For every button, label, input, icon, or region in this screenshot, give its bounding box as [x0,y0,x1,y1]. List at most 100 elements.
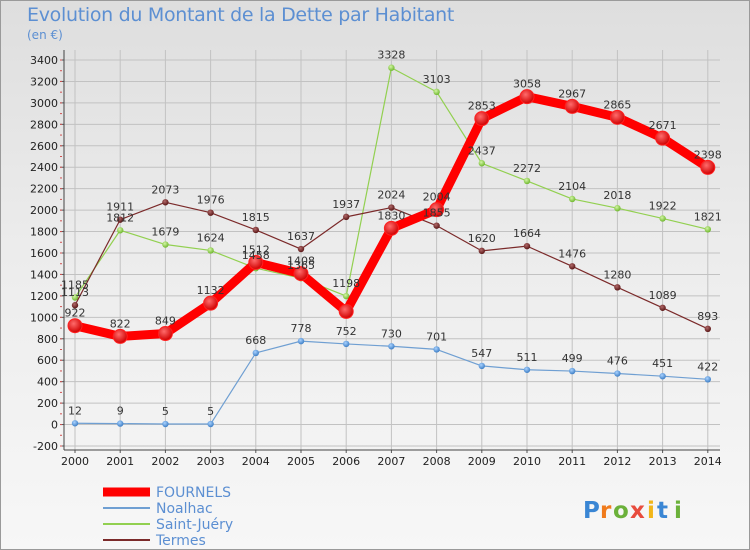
point-fournels [157,326,173,342]
data-label-noalhac: 701 [426,330,447,343]
y-tick-label: 800 [37,333,58,346]
x-tick-label: 2010 [513,455,541,468]
point-termes [614,284,621,291]
y-tick-label: 1400 [30,268,58,281]
point-noalhac [162,420,169,428]
chart-title: Evolution du Montant de la Dette par Hab… [27,4,455,26]
data-label-noalhac: 730 [381,327,402,340]
y-tick-label: 1600 [30,247,58,260]
data-label-noalhac: 9 [117,405,124,418]
point-fournels [248,254,264,270]
point-fournels [203,295,219,311]
point-noalhac [252,349,259,357]
point-termes [252,226,259,234]
data-label-termes: 2073 [151,183,179,196]
data-label-noalhac: 422 [697,360,718,373]
legend-label-termes: Termes [155,533,206,549]
x-tick-label: 2003 [197,455,225,468]
data-label-fournels: 2671 [649,119,677,132]
x-tick-label: 2002 [151,455,179,468]
data-label-noalhac: 778 [291,322,312,335]
y-tick-label: 400 [37,376,58,389]
data-label-termes: 1937 [332,198,360,211]
legend-label-noalhac: Noalhac [156,501,213,517]
y-tick-label: 2400 [30,161,58,174]
y-tick-label: 2200 [30,183,58,196]
y-tick-label: 3400 [30,54,58,67]
data-label-fournels: 2967 [558,87,586,100]
point-noalhac [704,376,711,383]
y-tick-label: 600 [37,354,58,367]
data-label-saint-ju-ry: 2437 [468,144,496,157]
x-tick-label: 2014 [694,455,722,468]
logo-letter: r [600,498,612,524]
point-saint-ju-ry [433,88,440,96]
data-label-termes: 1620 [468,232,496,245]
y-tick-label: -200 [33,440,58,453]
x-tick-label: 2000 [61,455,89,468]
data-label-termes: 1089 [649,289,677,302]
logo-letter: P [583,498,600,524]
point-termes [388,204,395,211]
y-tick-label: 200 [37,397,58,410]
point-noalhac [614,370,621,377]
point-saint-ju-ry [659,215,666,222]
y-tick-label: 3000 [30,97,58,110]
data-label-termes: 1664 [513,227,541,240]
point-termes [71,302,79,309]
point-saint-ju-ry [614,204,621,212]
logo-letter: o [613,498,629,524]
point-saint-ju-ry [162,241,169,248]
point-termes [569,263,576,270]
x-tick-label: 2006 [332,455,360,468]
point-saint-ju-ry [207,247,214,254]
data-label-noalhac: 668 [245,334,266,347]
point-termes [207,209,214,216]
point-noalhac [117,420,124,427]
x-tick-label: 2005 [287,455,315,468]
point-termes [523,242,531,250]
x-tick-label: 2013 [649,455,677,468]
point-termes [433,222,440,229]
x-tick-label: 2009 [468,455,496,468]
point-fournels [338,303,354,319]
point-fournels [519,89,535,105]
y-tick-label: 1200 [30,290,58,303]
data-label-fournels: 1132 [197,284,225,297]
point-fournels [700,159,716,175]
data-label-fournels: 1408 [287,255,315,268]
y-tick-label: 2000 [30,204,58,217]
point-termes [659,304,666,311]
y-tick-label: 3200 [30,75,58,88]
point-termes [297,245,305,253]
logo-letter: x [630,498,645,524]
y-tick-label: 2600 [30,140,58,153]
point-fournels [564,98,580,114]
point-fournels [474,111,490,127]
x-tick-label: 2004 [242,455,270,468]
point-noalhac [523,366,531,373]
data-label-fournels: 2004 [423,191,451,204]
data-label-fournels: 3058 [513,78,541,91]
point-fournels [112,328,128,344]
point-noalhac [478,362,485,370]
point-noalhac [71,420,79,427]
data-label-noalhac: 5 [162,405,169,418]
data-label-termes: 1815 [242,211,270,224]
point-fournels [383,220,399,236]
point-termes [478,247,485,255]
x-tick-label: 2012 [603,455,631,468]
point-termes [343,213,350,221]
point-fournels [67,318,83,334]
data-label-saint-ju-ry: 1365 [287,259,315,272]
point-noalhac [207,420,214,428]
point-noalhac [343,340,350,348]
data-label-termes: 893 [697,310,718,323]
data-label-noalhac: 476 [607,355,628,368]
logo-letter: i [674,498,682,524]
point-fournels [293,266,309,282]
data-label-fournels: 1512 [242,243,270,256]
data-label-fournels: 2865 [603,98,631,111]
